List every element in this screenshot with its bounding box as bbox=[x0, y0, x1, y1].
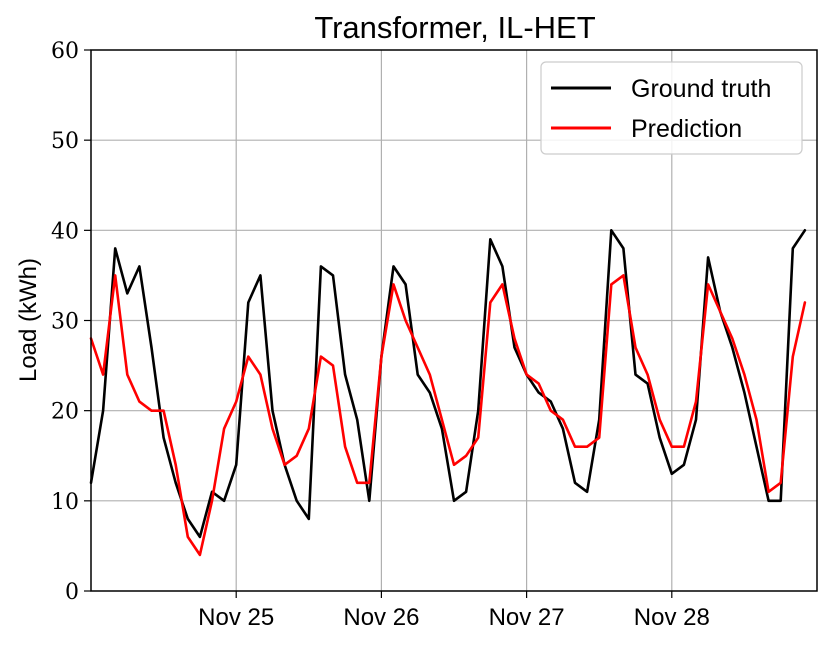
y-axis: 0 10 20 30 40 50 60 bbox=[51, 39, 91, 605]
y-axis-label: Load (kWh) bbox=[15, 258, 42, 382]
x-tick-label: Nov 25 bbox=[198, 604, 274, 631]
chart-title: Transformer, IL-HET bbox=[314, 10, 595, 45]
x-tick-label: Nov 27 bbox=[489, 604, 565, 631]
series-layer bbox=[89, 229, 807, 557]
y-tick-label: 20 bbox=[51, 400, 79, 425]
x-tick-label: Nov 28 bbox=[634, 604, 710, 631]
y-tick-label: 30 bbox=[51, 310, 79, 335]
grid bbox=[91, 50, 817, 591]
series-line-prediction bbox=[89, 274, 807, 557]
series-line-ground-truth bbox=[89, 229, 807, 539]
y-tick-label: 0 bbox=[65, 580, 79, 605]
legend: Ground truth Prediction bbox=[540, 61, 803, 155]
y-tick-label: 10 bbox=[51, 490, 79, 515]
x-axis: Nov 25 Nov 26 Nov 27 Nov 28 bbox=[198, 591, 710, 631]
x-tick-label: Nov 26 bbox=[343, 604, 419, 631]
legend-label-ground-truth: Ground truth bbox=[631, 75, 771, 103]
y-tick-label: 60 bbox=[51, 39, 79, 64]
legend-label-prediction: Prediction bbox=[631, 115, 742, 143]
y-tick-label: 50 bbox=[51, 129, 79, 154]
y-tick-label: 40 bbox=[51, 219, 79, 244]
legend-box bbox=[540, 61, 803, 155]
